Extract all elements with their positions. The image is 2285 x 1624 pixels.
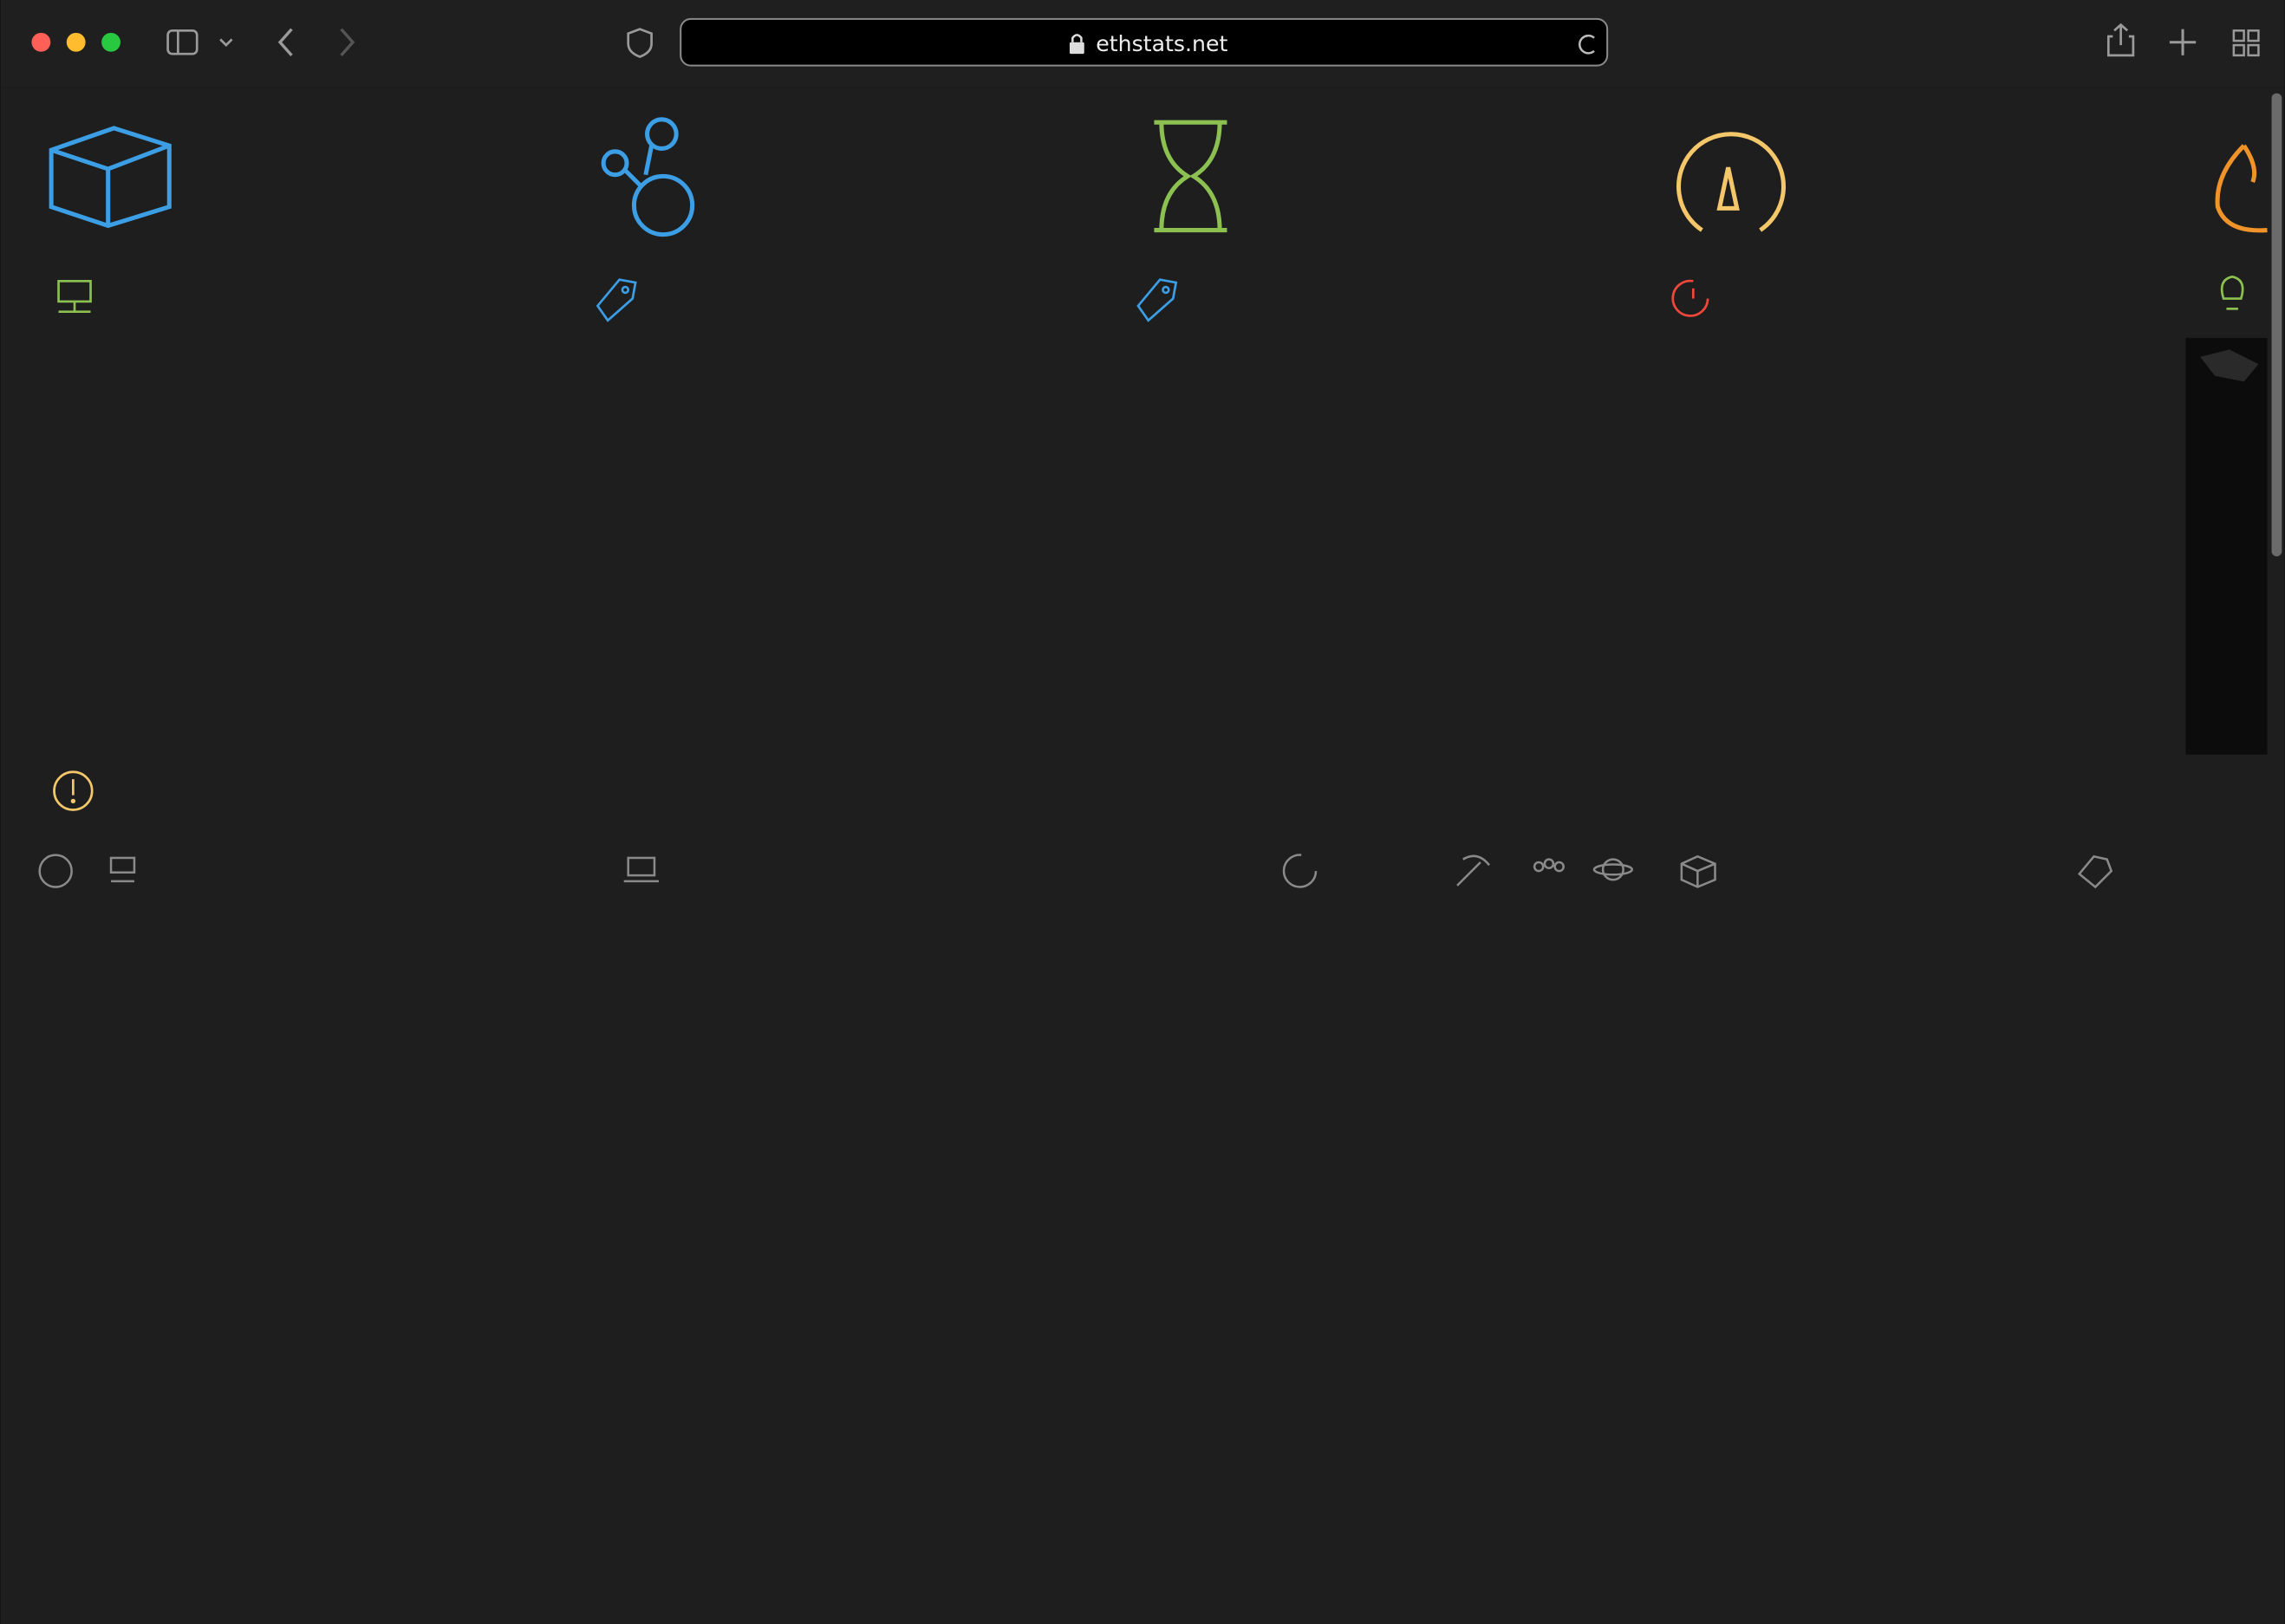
address-bar[interactable]: [680, 17, 1609, 67]
url: ethstats.net: [1096, 31, 1227, 56]
close-button[interactable]: [31, 32, 51, 52]
bulb-icon: [2220, 275, 2244, 310]
gas-price-icon: [596, 278, 637, 322]
new-tab-button[interactable]: [2169, 29, 2197, 55]
back-button[interactable]: [277, 28, 293, 56]
nodes-icon: [57, 280, 92, 314]
table-header: [38, 854, 2113, 889]
share-button[interactable]: [2106, 23, 2135, 57]
attention-icon: [53, 770, 94, 811]
scrollbar[interactable]: [2271, 93, 2282, 557]
privacy-icon[interactable]: [627, 28, 653, 58]
zoom-button[interactable]: [101, 32, 120, 52]
gauge-icon: [1676, 132, 1787, 232]
dashboard: [38, 117, 2268, 889]
gas-limit-icon: [1136, 278, 1178, 322]
latency-icon: [1671, 279, 1709, 317]
map-panel: [2185, 337, 2268, 755]
tab-overview-button[interactable]: [2232, 29, 2260, 57]
uncles-icon: [601, 117, 695, 237]
reload-button[interactable]: [1579, 34, 1595, 55]
map-shape: [2200, 349, 2259, 382]
lock-icon: [1069, 34, 1084, 55]
forward-button[interactable]: [340, 28, 355, 56]
sidebar-button[interactable]: [166, 29, 233, 55]
partial-icon: [2215, 144, 2268, 233]
block-icon: [49, 126, 172, 229]
minimize-button[interactable]: [66, 32, 86, 52]
page-background: [0, 87, 2285, 1624]
hourglass-icon: [1154, 120, 1227, 233]
